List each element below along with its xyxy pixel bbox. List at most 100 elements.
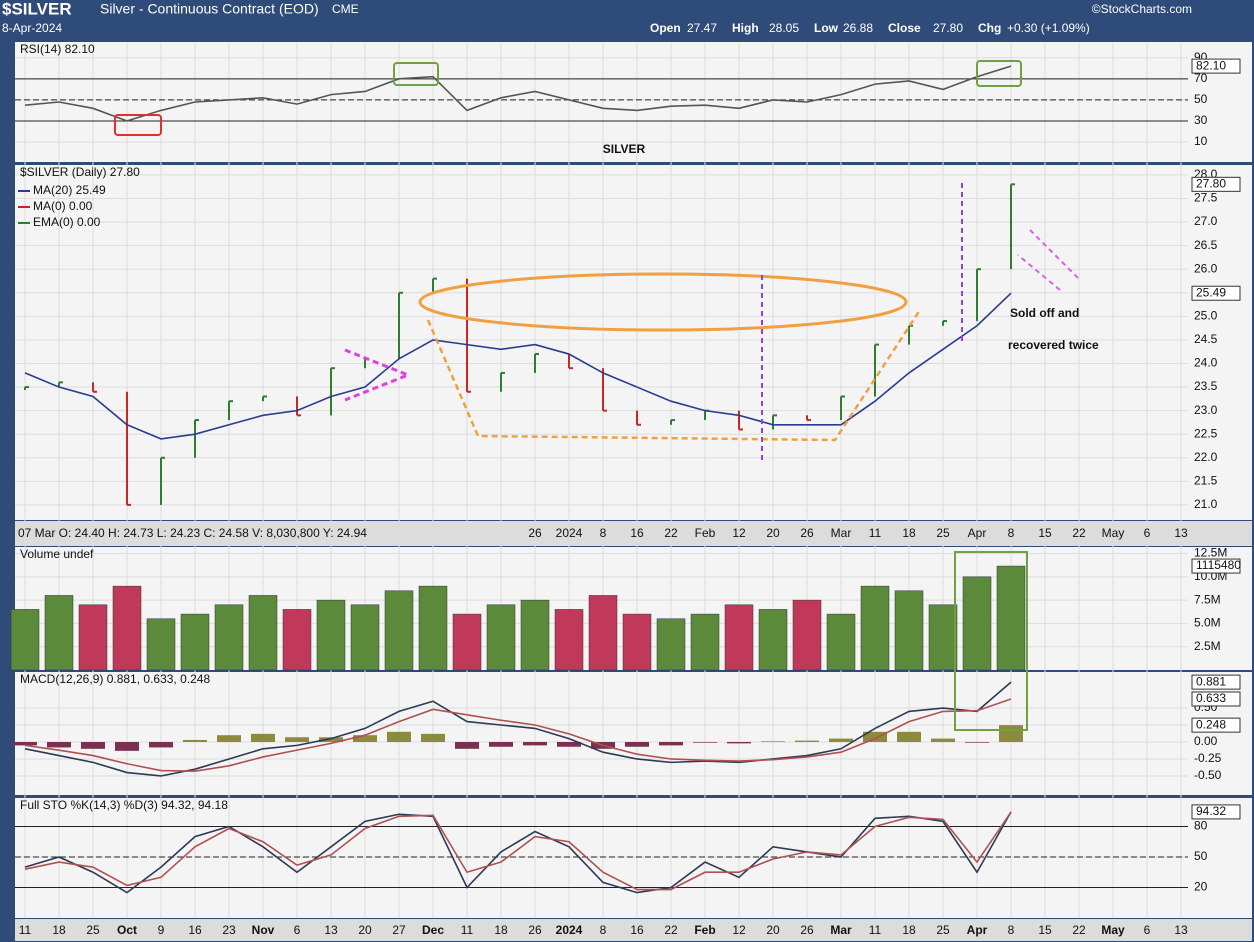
value-tag-text: 82.10 bbox=[1196, 58, 1226, 72]
x-tick-label: Dec bbox=[422, 923, 444, 937]
value-tag bbox=[1191, 285, 1241, 301]
histogram-bar bbox=[761, 741, 785, 742]
y-tick-label: 80 bbox=[1194, 819, 1208, 833]
value-tag-text: 0.248 bbox=[1196, 717, 1226, 731]
value-tag bbox=[1191, 176, 1241, 192]
x-tick-label: 18 bbox=[902, 526, 916, 540]
xaxis-strip bbox=[15, 919, 1252, 941]
histogram-bar bbox=[149, 741, 173, 748]
highlight-box bbox=[114, 114, 162, 136]
value-tag-text: 1115480 bbox=[1196, 558, 1241, 572]
volume-bar bbox=[622, 613, 652, 671]
symbol: $SILVER bbox=[2, 0, 72, 18]
arrow bbox=[1017, 254, 1061, 291]
volume-bar bbox=[282, 609, 312, 671]
exchange: CME bbox=[332, 2, 359, 16]
x-tick-label: Mar bbox=[831, 526, 852, 540]
y-tick-label: 2.5M bbox=[1194, 639, 1221, 653]
annotation: SILVER bbox=[603, 142, 646, 156]
x-tick-label: 11 bbox=[869, 923, 882, 937]
quote-value: 27.47 bbox=[687, 21, 717, 35]
volume-bar bbox=[418, 585, 448, 671]
histogram-bar bbox=[863, 731, 887, 742]
volume-bar bbox=[180, 613, 210, 671]
x-tick-label: 8 bbox=[1008, 526, 1015, 540]
x-tick-label: 6 bbox=[1144, 526, 1151, 540]
x-tick-label: Apr bbox=[967, 923, 988, 937]
x-tick-label: 11 bbox=[461, 923, 474, 937]
histogram-bar bbox=[965, 741, 989, 743]
histogram-bar bbox=[523, 741, 547, 746]
arrow bbox=[1029, 229, 1079, 279]
value-tag-text: 27.80 bbox=[1196, 177, 1226, 191]
x-tick-label: 16 bbox=[630, 923, 644, 937]
histogram-bar bbox=[659, 741, 683, 746]
x-tick-label: 22 bbox=[1072, 923, 1086, 937]
y-tick-label: 12.5M bbox=[1194, 546, 1227, 560]
histogram-bar bbox=[897, 731, 921, 742]
highlight-box bbox=[393, 62, 439, 86]
y-tick-label: 27.5 bbox=[1194, 191, 1218, 205]
x-tick-label: 11 bbox=[19, 923, 32, 937]
histogram-bar bbox=[421, 733, 445, 742]
x-tick-label: 11 bbox=[869, 526, 882, 540]
axis-panel bbox=[1188, 165, 1252, 520]
quote-label: Close bbox=[888, 21, 921, 35]
x-tick-label: 26 bbox=[528, 923, 542, 937]
volume-bar bbox=[44, 595, 74, 671]
date: 8-Apr-2024 bbox=[2, 21, 62, 35]
histogram-bar bbox=[999, 725, 1023, 742]
y-tick-label: 24.0 bbox=[1194, 356, 1218, 370]
macd-line bbox=[24, 698, 1012, 773]
volume-bar bbox=[588, 595, 618, 671]
histogram-bar bbox=[727, 741, 751, 744]
y-tick-label: 50 bbox=[1194, 92, 1208, 106]
quote-value: 28.05 bbox=[769, 21, 799, 35]
y-tick-label: -0.50 bbox=[1194, 768, 1222, 782]
x-tick-label: 6 bbox=[294, 923, 301, 937]
volume-bar bbox=[758, 609, 788, 671]
x-tick-label: Mar bbox=[830, 923, 852, 937]
y-tick-label: 22.0 bbox=[1194, 450, 1218, 464]
resistance-ellipse bbox=[418, 272, 908, 332]
histogram-bar bbox=[387, 731, 411, 742]
quote-value: +0.30 (+1.09%) bbox=[1007, 21, 1090, 35]
x-tick-label: 15 bbox=[1038, 923, 1052, 937]
volume-bar bbox=[996, 565, 1026, 671]
y-tick-label: 26.5 bbox=[1194, 238, 1218, 252]
value-tag bbox=[1191, 58, 1241, 74]
histogram-bar bbox=[455, 741, 479, 749]
x-tick-label: 2024 bbox=[556, 526, 583, 540]
histogram-bar bbox=[285, 737, 309, 742]
x-tick-label: 8 bbox=[1008, 923, 1015, 937]
value-tag-text: 94.32 bbox=[1196, 804, 1226, 818]
panel-legend: RSI(14) 82.10 bbox=[20, 42, 95, 56]
legend-entry: MA(20) 25.49 bbox=[33, 183, 106, 197]
volume-bar bbox=[792, 599, 822, 671]
x-tick-label: 18 bbox=[902, 923, 916, 937]
volume-bar bbox=[520, 599, 550, 671]
x-tick-label: 16 bbox=[188, 923, 202, 937]
histogram-bar bbox=[47, 741, 71, 748]
x-tick-label: 2024 bbox=[556, 923, 583, 937]
x-tick-label: 25 bbox=[936, 923, 950, 937]
y-tick-label: 21.5 bbox=[1194, 474, 1218, 488]
x-tick-label: 16 bbox=[630, 526, 644, 540]
panel-legend: Full STO %K(14,3) %D(3) 94.32, 94.18 bbox=[20, 798, 228, 812]
x-tick-label: 6 bbox=[1144, 923, 1151, 937]
volume-bar bbox=[690, 613, 720, 671]
quote-label: Chg bbox=[978, 21, 1001, 35]
histogram-bar bbox=[319, 737, 343, 742]
y-tick-label: 21.0 bbox=[1194, 497, 1218, 511]
x-tick-label: 8 bbox=[600, 923, 607, 937]
volume-bar bbox=[486, 604, 516, 671]
y-tick-label: 23.5 bbox=[1194, 379, 1218, 393]
y-tick-label: 24.5 bbox=[1194, 332, 1218, 346]
volume-bar bbox=[860, 585, 890, 671]
name: Silver - Continuous Contract (EOD) bbox=[100, 1, 319, 17]
histogram-bar bbox=[557, 741, 581, 747]
volume-bar bbox=[10, 609, 40, 671]
annotation: Sold off and bbox=[1010, 306, 1079, 320]
volume-bar bbox=[78, 604, 108, 671]
x-tick-label: 26 bbox=[800, 923, 814, 937]
